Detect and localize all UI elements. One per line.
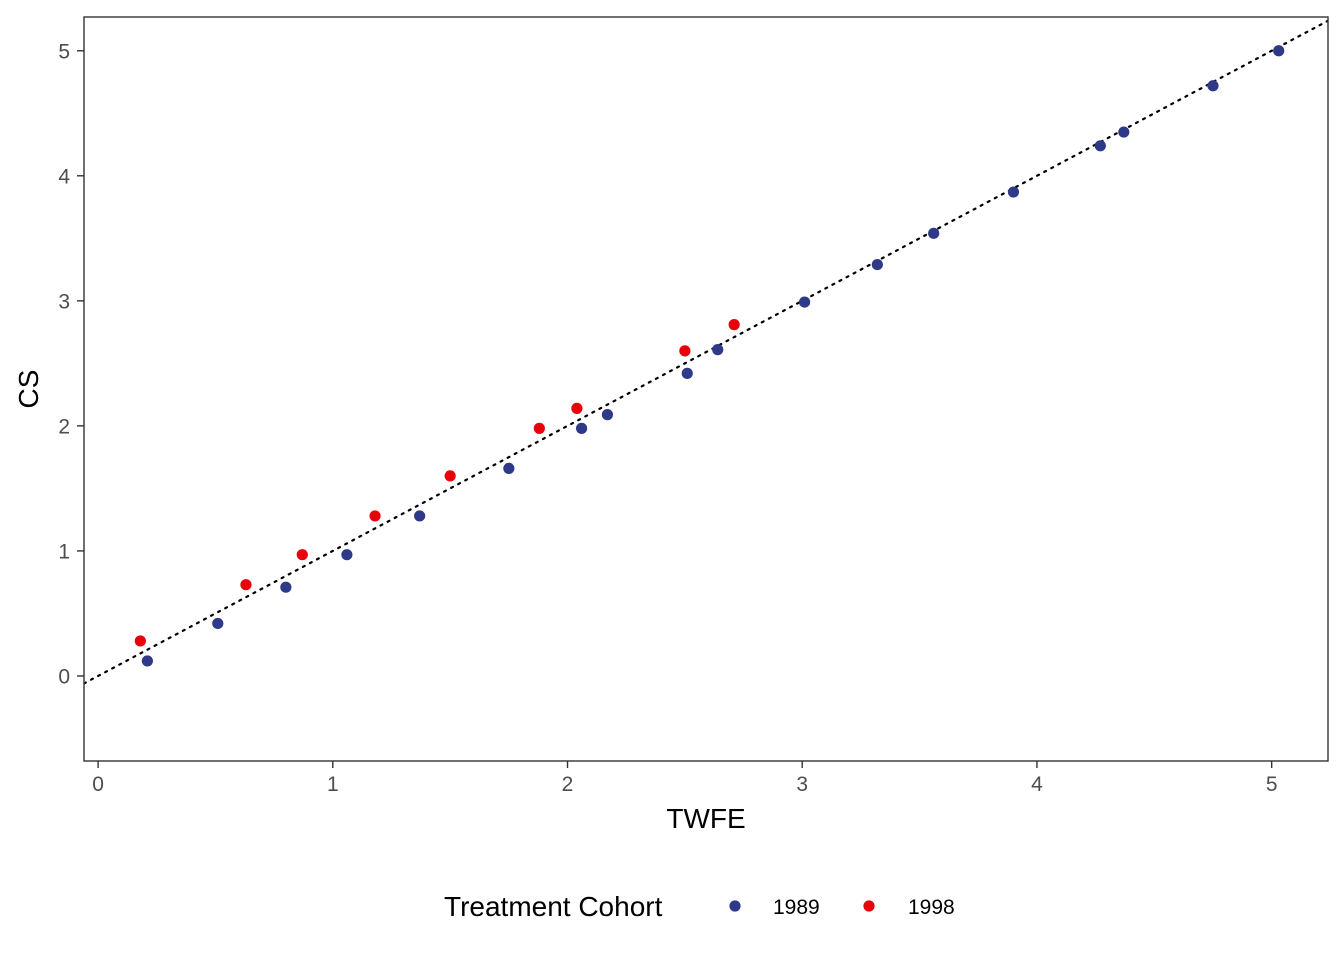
point-1989 (1007, 186, 1020, 198)
x-tick-label: 1 (327, 773, 339, 796)
x-tick-label: 5 (1266, 773, 1278, 796)
point-1998 (240, 579, 252, 591)
legend-key-1998 (863, 900, 875, 912)
x-tick-label: 0 (92, 773, 104, 796)
y-axis: 0 1 2 3 4 5 (58, 40, 84, 688)
point-1989 (928, 227, 940, 239)
panel-border (83, 16, 1329, 762)
x-tick-label: 4 (1031, 773, 1043, 796)
x-axis-title: TWFE (666, 803, 745, 834)
x-tick-label: 3 (796, 773, 808, 796)
point-1989 (601, 409, 614, 421)
point-1989 (341, 549, 353, 561)
point-1998 (571, 402, 583, 414)
legend-items: 1989 1998 (729, 896, 955, 919)
y-tick-label: 1 (58, 540, 70, 563)
point-1989 (712, 344, 724, 356)
point-1989 (1207, 80, 1219, 92)
point-1998 (296, 549, 308, 561)
y-tick-label: 5 (58, 40, 70, 63)
legend-title: Treatment Cohort (444, 891, 663, 922)
y-tick-label: 4 (58, 165, 70, 188)
x-tick-label: 2 (562, 773, 574, 796)
point-1998 (728, 319, 740, 331)
legend: Treatment Cohort 1989 1998 (444, 891, 955, 922)
reference-line-layer (84, 19, 1328, 685)
point-1989 (1273, 45, 1285, 57)
point-1998 (369, 510, 381, 522)
y-tick-label: 0 (58, 665, 70, 688)
legend-label-1989: 1989 (773, 896, 820, 919)
point-1989 (212, 617, 224, 630)
x-axis: 0 1 2 3 4 5 (92, 761, 1278, 796)
point-1998 (134, 635, 146, 647)
point-1989 (681, 367, 693, 379)
point-1989 (576, 422, 588, 434)
legend-label-1998: 1998 (908, 896, 955, 919)
legend-key-1989 (729, 900, 741, 912)
point-1998 (444, 470, 456, 482)
point-1989 (280, 581, 292, 593)
y-tick-label: 2 (58, 415, 70, 438)
points-layer (134, 45, 1285, 667)
point-1989 (798, 296, 811, 308)
y-tick-label: 3 (58, 290, 70, 313)
point-1989 (414, 510, 426, 522)
point-1989 (1094, 140, 1106, 152)
y-axis-title: CS (13, 370, 44, 409)
point-1998 (533, 422, 545, 434)
point-1989 (503, 462, 515, 475)
point-1989 (141, 655, 153, 667)
point-1989 (1118, 126, 1130, 138)
reference-line (84, 19, 1328, 685)
point-1998 (679, 345, 691, 357)
point-1989 (871, 258, 883, 271)
